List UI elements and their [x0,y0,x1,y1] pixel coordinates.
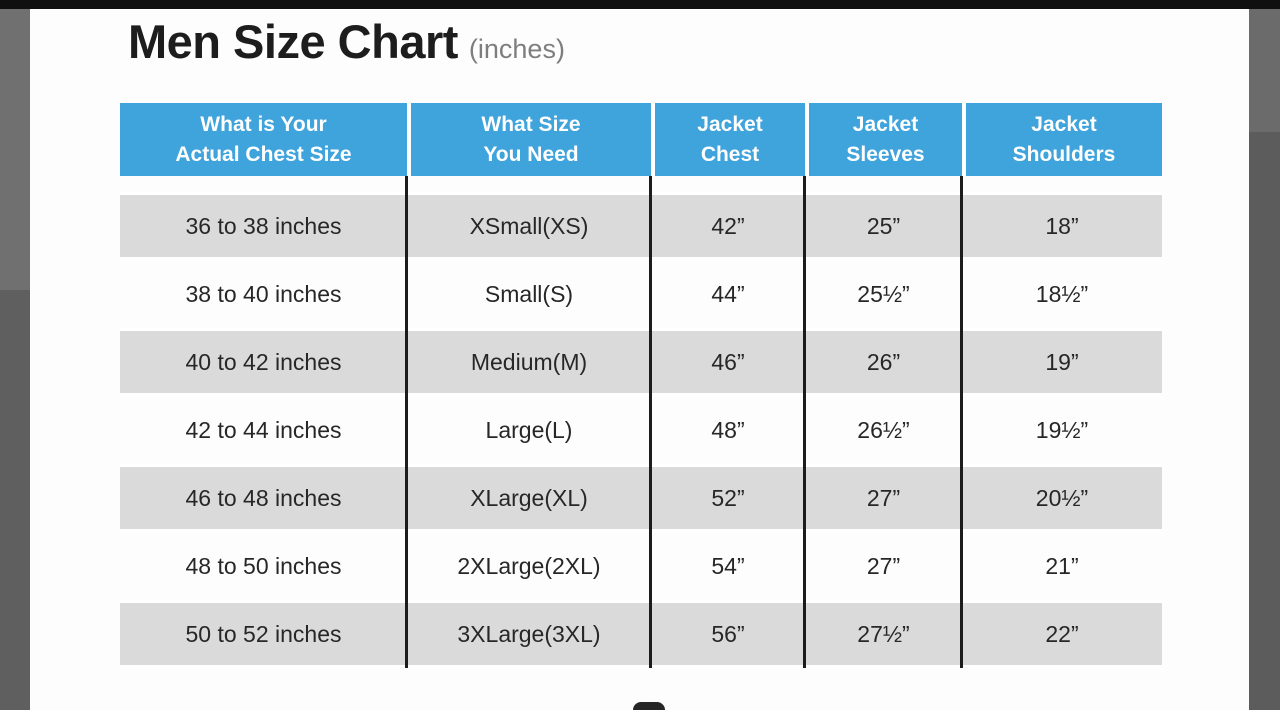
cell-jacket-shoulders: 18½” [1035,280,1089,307]
cell-jacket-chest: 48” [711,416,745,443]
cell-chest-range: 40 to 42 inches [185,348,342,375]
table-row: 36 to 38 inches XSmall(XS) 42” 25” 18” [120,192,1162,260]
column-divider [803,176,806,668]
header-line: Jacket [697,112,763,136]
table-row: 40 to 42 inches Medium(M) 46” 26” 19” [120,328,1162,396]
cell-jacket-chest: 54” [711,552,745,579]
cell-jacket-sleeves: 27” [866,484,901,511]
cell-chest-range: 38 to 40 inches [185,280,342,307]
cell-jacket-sleeves: 25” [866,212,901,239]
cell-jacket-sleeves: 27” [866,552,901,579]
table-body: 36 to 38 inches XSmall(XS) 42” 25” 18” 3… [120,176,1162,668]
left-letterbox-bar [0,0,30,710]
header-line: Sleeves [846,142,925,166]
cell-size: 3XLarge(3XL) [457,620,601,647]
column-header-chest-size: What is Your Actual Chest Size [120,103,407,176]
cell-size: XSmall(XS) [469,212,589,239]
table-row: 50 to 52 inches 3XLarge(3XL) 56” 27½” 22… [120,600,1162,668]
cell-jacket-chest: 44” [711,280,745,307]
cell-size: Small(S) [484,280,574,307]
page-title-units: (inches) [468,34,565,64]
cell-jacket-chest: 56” [711,620,745,647]
top-letterbox-bar [0,0,1280,9]
header-line: Chest [700,142,760,166]
table-row: 46 to 48 inches XLarge(XL) 52” 27” 20½” [120,464,1162,532]
cell-chest-range: 46 to 48 inches [185,484,342,511]
cell-size: Large(L) [485,416,573,443]
table-header-row: What is Your Actual Chest Size What Size… [120,103,1162,176]
column-divider [649,176,652,668]
cell-jacket-sleeves: 25½” [857,280,910,307]
cell-jacket-shoulders: 19” [1045,348,1079,375]
cell-chest-range: 50 to 52 inches [185,620,342,647]
cell-jacket-shoulders: 18” [1045,212,1079,239]
column-divider [960,176,963,668]
column-header-jacket-chest: Jacket Chest [651,103,805,176]
cell-jacket-shoulders: 20½” [1035,484,1089,511]
cell-jacket-sleeves: 26½” [857,416,910,443]
cell-jacket-chest: 46” [711,348,745,375]
cell-jacket-shoulders: 19½” [1035,416,1089,443]
cell-jacket-sleeves: 27½” [857,620,910,647]
header-line: Jacket [852,112,919,136]
cell-jacket-chest: 42” [711,212,745,239]
page-title-text: Men Size Chart [128,15,458,68]
cell-chest-range: 42 to 44 inches [185,416,342,443]
column-header-size-needed: What Size You Need [407,103,651,176]
size-chart-table: What is Your Actual Chest Size What Size… [120,103,1162,668]
header-line: Shoulders [1012,142,1116,166]
column-divider [405,176,408,668]
cell-chest-range: 36 to 38 inches [185,212,342,239]
table-row: 38 to 40 inches Small(S) 44” 25½” 18½” [120,260,1162,328]
header-line: You Need [483,142,579,166]
cell-jacket-shoulders: 22” [1045,620,1079,647]
cell-chest-range: 48 to 50 inches [185,552,342,579]
header-line: Actual Chest Size [175,142,352,166]
cell-size: XLarge(XL) [470,484,588,511]
column-header-jacket-shoulders: Jacket Shoulders [962,103,1162,176]
cell-jacket-shoulders: 21” [1045,552,1079,579]
header-line: Jacket [1031,112,1097,136]
right-letterbox-bar [1249,0,1280,710]
header-line: What Size [481,112,581,136]
cell-size: Medium(M) [470,348,588,375]
cell-jacket-chest: 52” [711,484,745,511]
cell-size: 2XLarge(2XL) [457,552,601,579]
bottom-cutoff-graphic [633,702,665,710]
header-line: What is Your [200,112,327,136]
cell-jacket-sleeves: 26” [866,348,901,375]
table-row: 48 to 50 inches 2XLarge(2XL) 54” 27” 21” [120,532,1162,600]
column-header-jacket-sleeves: Jacket Sleeves [805,103,962,176]
table-row: 42 to 44 inches Large(L) 48” 26½” 19½” [120,396,1162,464]
page-title: Men Size Chart (inches) [128,14,565,69]
